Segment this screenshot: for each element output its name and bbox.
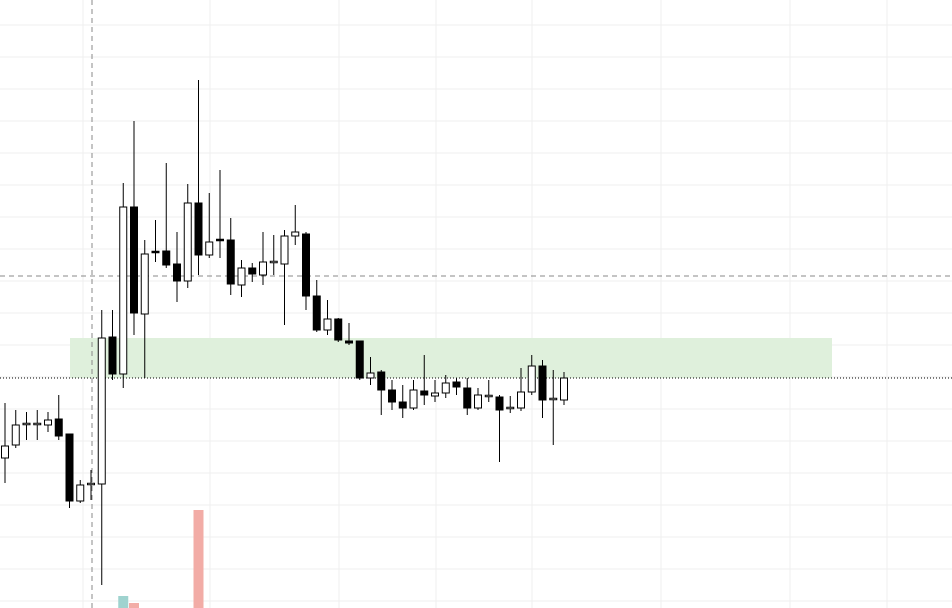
candle-body xyxy=(183,202,192,282)
candle-body xyxy=(226,239,235,285)
candle-body xyxy=(517,391,525,409)
candle-body xyxy=(44,419,52,426)
candle-body xyxy=(366,372,375,379)
candle-body xyxy=(323,318,332,331)
volume-bar xyxy=(193,510,204,608)
candle-body xyxy=(291,231,300,237)
candle-body xyxy=(151,250,160,254)
candle-body xyxy=(463,387,472,409)
candle-body xyxy=(33,422,42,426)
candle-body xyxy=(54,418,63,437)
candle-body xyxy=(162,250,171,266)
candle-body xyxy=(334,318,343,341)
candle-body xyxy=(216,238,224,242)
candle-body xyxy=(22,422,31,426)
candle-body xyxy=(409,389,418,409)
zone-highlight xyxy=(70,338,832,378)
volume-bar xyxy=(118,596,129,608)
candle-body xyxy=(377,371,386,391)
candle-body xyxy=(484,394,493,398)
candle-body xyxy=(97,337,106,485)
candle-body xyxy=(173,263,181,282)
candle-body xyxy=(87,482,95,486)
candle-body xyxy=(420,390,429,396)
candle-body xyxy=(194,202,203,256)
candle-body xyxy=(560,377,568,401)
candle-body xyxy=(280,235,289,265)
candle-body xyxy=(248,267,257,275)
candle-body xyxy=(1,445,9,459)
candle-body xyxy=(312,295,321,331)
candle-body xyxy=(140,253,149,315)
marks xyxy=(1,80,568,608)
candle-body xyxy=(398,401,407,409)
candle-body xyxy=(205,241,214,256)
candle-body xyxy=(11,424,20,446)
candle-body xyxy=(388,389,396,403)
candle-body xyxy=(259,261,267,276)
candle-body xyxy=(119,206,128,375)
candle-body xyxy=(345,340,353,344)
candle-body xyxy=(431,392,439,397)
candle-body xyxy=(441,382,450,394)
candle-body xyxy=(474,394,482,409)
candle-body xyxy=(76,484,85,502)
candle-body xyxy=(355,340,364,379)
candle-body xyxy=(302,233,310,297)
candle-body xyxy=(538,365,547,401)
candle-body xyxy=(130,206,138,314)
candle-body xyxy=(495,396,504,411)
volume-bar xyxy=(129,603,139,608)
candle-body xyxy=(108,336,117,375)
candle-body xyxy=(452,381,461,388)
candle-body xyxy=(506,406,515,410)
candle-body xyxy=(237,267,246,286)
candle-body xyxy=(549,397,558,401)
candle-body xyxy=(269,260,278,264)
candle-body xyxy=(527,365,536,393)
candle-body xyxy=(65,433,74,502)
